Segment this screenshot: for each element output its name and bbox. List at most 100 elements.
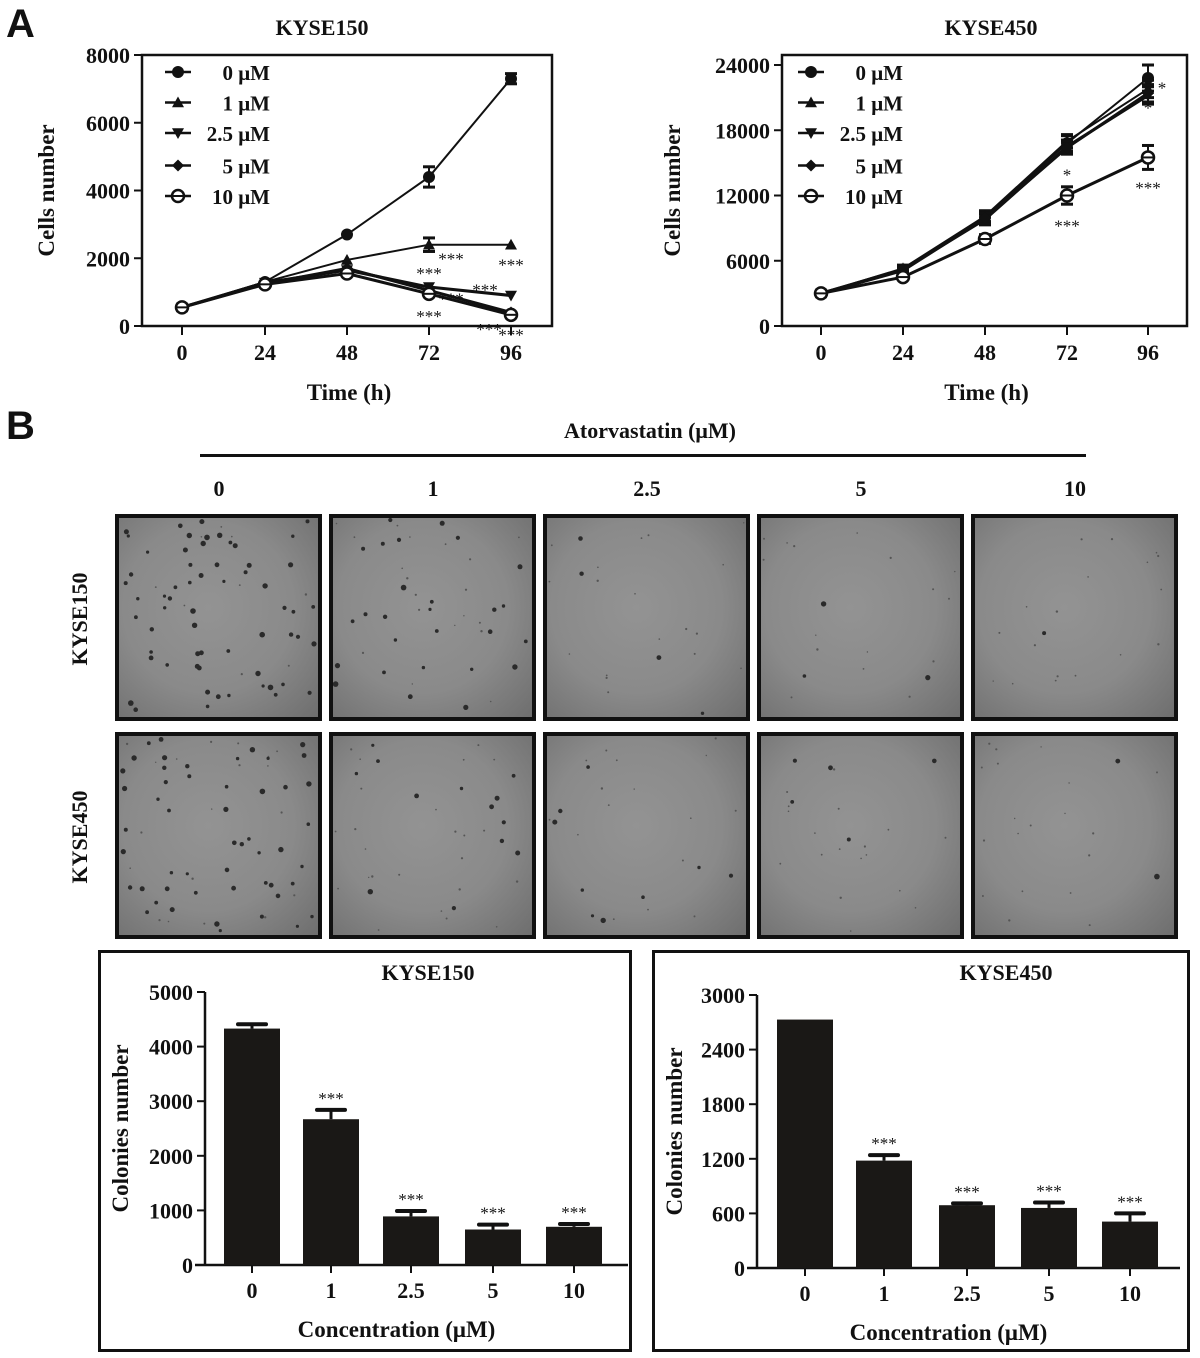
- data-point: [1061, 141, 1073, 154]
- colony: [469, 558, 472, 561]
- colony: [1017, 832, 1019, 835]
- colony: [523, 639, 528, 644]
- colony: [690, 817, 692, 819]
- x-tick-label: 1: [879, 1281, 890, 1306]
- colony: [300, 864, 304, 869]
- legend-label: 2.5 μM: [207, 122, 270, 146]
- micrograph-field: [119, 518, 318, 717]
- colony: [149, 650, 153, 654]
- colony: [462, 758, 465, 761]
- concentration-label: 5: [855, 476, 867, 501]
- colony: [146, 550, 150, 554]
- colony: [1011, 682, 1014, 685]
- colony: [200, 536, 203, 538]
- colony: [169, 907, 175, 913]
- colony: [126, 534, 130, 538]
- colony: [131, 755, 137, 761]
- colony: [361, 651, 365, 654]
- colony: [243, 570, 248, 575]
- colony: [988, 742, 991, 745]
- colony: [175, 758, 178, 760]
- colony: [792, 758, 797, 763]
- micrograph-field: [975, 736, 1174, 935]
- micrograph-field: [547, 736, 746, 935]
- colony: [1115, 758, 1121, 764]
- legend-marker: [172, 159, 184, 172]
- colony: [377, 929, 380, 931]
- colony-dots: [123, 519, 317, 712]
- colony: [887, 828, 890, 831]
- y-axis-label: Colonies number: [662, 1047, 687, 1215]
- panel-label-a: A: [6, 2, 35, 46]
- colony: [828, 765, 833, 771]
- colony: [240, 673, 243, 676]
- colony: [190, 608, 196, 614]
- colony: [865, 854, 868, 856]
- concentration-label: 10: [1064, 476, 1086, 501]
- colony: [501, 604, 506, 608]
- colony: [1042, 631, 1047, 636]
- x-axis-label: Time (h): [944, 380, 1029, 405]
- colony: [183, 604, 186, 607]
- significance-label: *: [1144, 98, 1153, 117]
- y-tick-label: 3000: [149, 1089, 193, 1114]
- colony: [257, 851, 261, 855]
- x-tick-label: 96: [500, 340, 522, 365]
- colony: [182, 547, 188, 553]
- colony: [480, 630, 483, 633]
- legend-marker: [805, 96, 817, 108]
- colony: [200, 540, 206, 547]
- legend-label: 1 μM: [856, 92, 904, 116]
- x-tick-label: 2.5: [397, 1278, 425, 1303]
- x-axis-label: Time (h): [307, 380, 392, 405]
- colony: [981, 895, 984, 897]
- x-tick-label: 1: [326, 1278, 337, 1303]
- colony: [734, 809, 737, 812]
- colony: [418, 608, 421, 611]
- x-tick-label: 0: [816, 340, 827, 365]
- colony: [866, 651, 869, 653]
- x-axis-label: Concentration (μM): [298, 1317, 496, 1342]
- colony-micrograph: [115, 732, 322, 939]
- colony: [463, 615, 465, 617]
- colony: [816, 648, 819, 651]
- colony: [311, 641, 317, 647]
- colony: [550, 544, 553, 547]
- colony-micrograph: [329, 732, 536, 939]
- colony: [246, 562, 252, 568]
- colony: [169, 871, 174, 875]
- colony: [838, 848, 841, 850]
- colony: [786, 791, 789, 793]
- colony: [273, 692, 278, 697]
- colony: [276, 750, 278, 753]
- colony: [585, 759, 588, 762]
- colony-micrograph: [329, 514, 536, 721]
- colony: [700, 711, 705, 715]
- colony: [908, 695, 911, 698]
- colony: [605, 674, 608, 677]
- colony: [428, 607, 432, 611]
- colony: [832, 768, 836, 771]
- bar: [1102, 1221, 1158, 1268]
- legend-label: 2.5 μM: [840, 122, 903, 146]
- legend-label: 1 μM: [223, 92, 271, 116]
- colony: [368, 876, 370, 879]
- colony: [697, 865, 701, 870]
- micrograph-field: [975, 518, 1174, 717]
- colony: [558, 808, 563, 814]
- colony: [353, 536, 356, 539]
- colony: [463, 704, 469, 710]
- colony: [167, 808, 171, 813]
- colony: [743, 522, 745, 524]
- colony: [205, 704, 210, 709]
- colony: [122, 785, 128, 792]
- colony: [388, 518, 393, 523]
- colony: [193, 890, 198, 895]
- data-point: [505, 290, 517, 302]
- significance-label: ***: [398, 1190, 424, 1209]
- colony: [914, 907, 917, 909]
- colony: [371, 743, 375, 747]
- data-point: [341, 228, 353, 241]
- colony: [178, 523, 183, 529]
- colony: [406, 577, 409, 580]
